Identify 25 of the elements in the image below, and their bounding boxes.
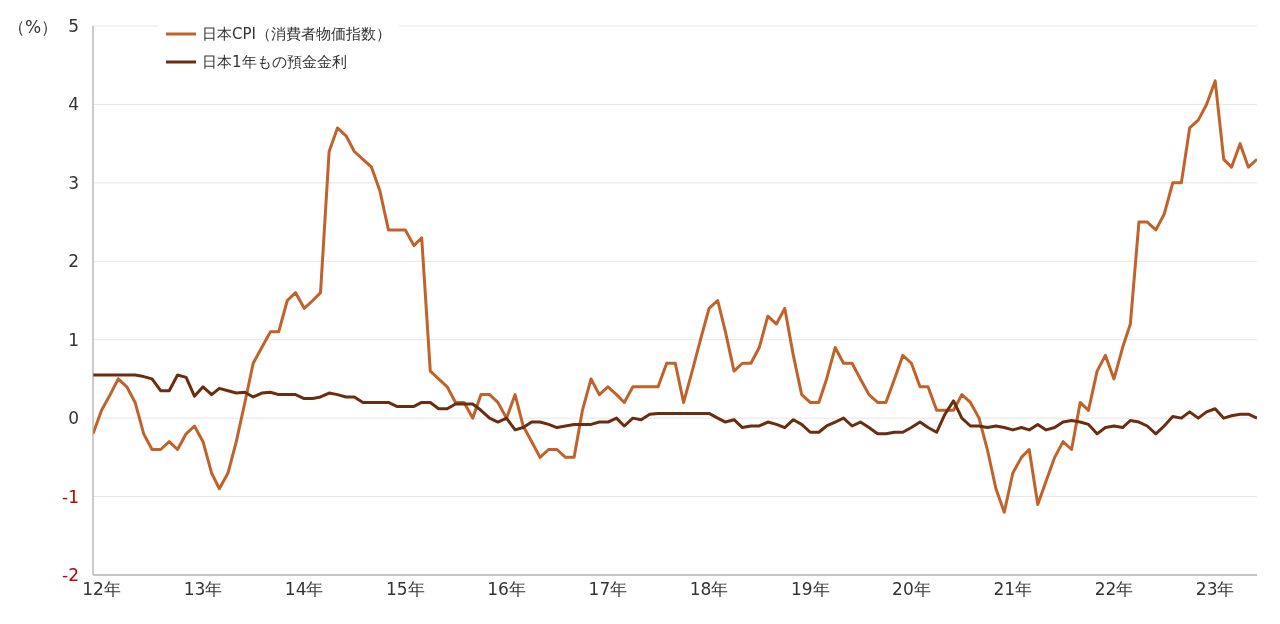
y-tick-label: 4 xyxy=(68,94,79,115)
x-tick-label: 15年 xyxy=(386,579,425,600)
x-tick-label: 21年 xyxy=(993,579,1033,600)
y-tick-label: 2 xyxy=(68,251,79,272)
x-tick-label: 16年 xyxy=(487,579,526,600)
y-axis-title: （%） xyxy=(8,16,59,39)
y-tick-label: 0 xyxy=(68,408,79,429)
x-tick-label: 18年 xyxy=(689,579,729,600)
line-series xyxy=(93,79,1257,514)
x-tick-label: 22年 xyxy=(1094,579,1134,600)
x-tick-label: 23年 xyxy=(1195,579,1235,600)
legend-label: 日本CPI（消費者物価指数） xyxy=(202,24,391,44)
legend-label: 日本1年もの預金金利 xyxy=(202,52,347,72)
line-series xyxy=(93,373,1257,436)
y-tick-label: 5 xyxy=(68,16,79,36)
x-tick-label: 13年 xyxy=(183,579,223,600)
x-tick-label: 12年 xyxy=(82,579,121,600)
x-tick-label: 17年 xyxy=(588,579,628,600)
x-tick-label: 19年 xyxy=(790,579,830,600)
x-tick-label: 20年 xyxy=(892,579,931,600)
x-tick-label: 14年 xyxy=(284,579,324,600)
y-tick-label: 1 xyxy=(68,329,79,350)
y-tick-label: -2 xyxy=(62,565,79,585)
y-tick-label: -1 xyxy=(62,486,79,507)
y-tick-label: 3 xyxy=(68,172,79,193)
